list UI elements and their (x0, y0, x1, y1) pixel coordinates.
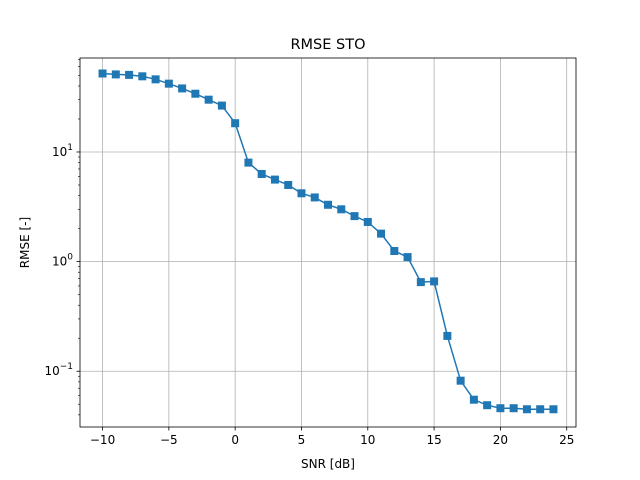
data-point (377, 229, 386, 238)
data-point (164, 79, 173, 88)
plot-area-frame (79, 57, 577, 428)
chart-title: RMSE STO (290, 37, 365, 53)
data-point (337, 205, 346, 214)
data-point (151, 75, 160, 84)
data-point (363, 217, 372, 226)
y-axis-label: RMSE [-] (18, 217, 32, 268)
data-point (257, 169, 266, 178)
y-tick-label: 100 (52, 253, 73, 269)
data-point (483, 401, 492, 410)
data-point (416, 278, 425, 287)
series-rmse (98, 69, 558, 414)
data-point (430, 277, 439, 286)
data-point (536, 405, 545, 414)
x-tick-label: 0 (231, 433, 239, 447)
data-point (403, 253, 412, 262)
data-point (138, 72, 147, 81)
data-point (204, 95, 213, 104)
x-tick-label: 20 (493, 433, 508, 447)
x-tick-label: −10 (90, 433, 115, 447)
data-point (98, 69, 107, 78)
data-point (125, 70, 134, 79)
data-point (217, 101, 226, 110)
data-point (178, 84, 187, 93)
data-point (191, 89, 200, 98)
data-point (244, 158, 253, 167)
data-point (469, 395, 478, 404)
data-point (324, 200, 332, 209)
data-point (310, 193, 319, 202)
y-tick-label: 101 (52, 143, 73, 159)
x-axis-label: SNR [dB] (301, 457, 355, 471)
data-point (270, 175, 279, 184)
data-point (443, 331, 452, 340)
series-line (102, 72, 554, 411)
grid (80, 58, 576, 427)
y-tick-label: 10−1 (44, 362, 73, 378)
data-point (111, 70, 120, 79)
data-point (456, 376, 465, 385)
axis-ticks: −10 −5 0 5 10 15 20 25 10−1 100 101 (44, 59, 574, 447)
data-point (231, 119, 240, 128)
data-point (509, 404, 518, 413)
data-point (297, 189, 306, 198)
data-point (549, 405, 558, 414)
data-point (390, 246, 399, 255)
data-point (350, 212, 359, 221)
x-tick-label: −5 (160, 433, 178, 447)
x-tick-label: 15 (426, 433, 441, 447)
data-point (522, 405, 531, 414)
x-tick-label: 10 (360, 433, 375, 447)
x-tick-label: 25 (559, 433, 574, 447)
data-point (284, 180, 293, 189)
data-point (496, 404, 505, 413)
x-tick-label: 5 (298, 433, 306, 447)
